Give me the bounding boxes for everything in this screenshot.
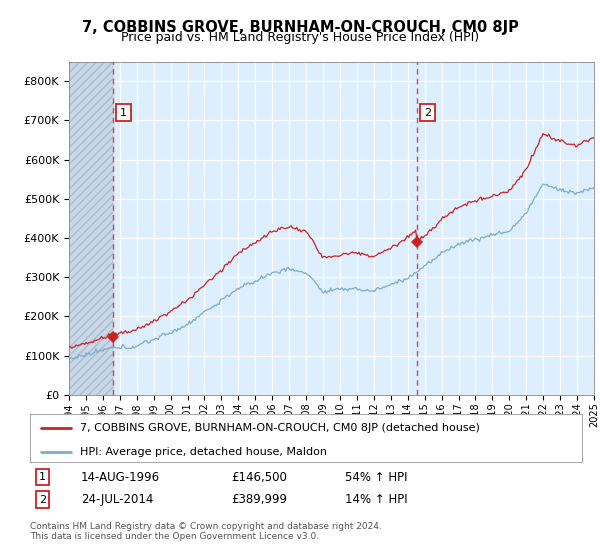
Text: £389,999: £389,999 [231, 493, 287, 506]
Text: Price paid vs. HM Land Registry's House Price Index (HPI): Price paid vs. HM Land Registry's House … [121, 31, 479, 44]
Bar [69, 62, 113, 395]
Text: HPI: Average price, detached house, Maldon: HPI: Average price, detached house, Mald… [80, 446, 326, 456]
Text: 2: 2 [424, 108, 431, 118]
Bar [69, 62, 113, 395]
Text: 7, COBBINS GROVE, BURNHAM-ON-CROUCH, CM0 8JP (detached house): 7, COBBINS GROVE, BURNHAM-ON-CROUCH, CM0… [80, 423, 479, 433]
Text: Contains HM Land Registry data © Crown copyright and database right 2024.
This d: Contains HM Land Registry data © Crown c… [30, 522, 382, 542]
Text: 14% ↑ HPI: 14% ↑ HPI [345, 493, 407, 506]
Text: £146,500: £146,500 [231, 470, 287, 484]
Text: 1: 1 [39, 472, 46, 482]
Text: 7, COBBINS GROVE, BURNHAM-ON-CROUCH, CM0 8JP: 7, COBBINS GROVE, BURNHAM-ON-CROUCH, CM0… [82, 20, 518, 35]
Text: 54% ↑ HPI: 54% ↑ HPI [345, 470, 407, 484]
Text: 2: 2 [39, 494, 46, 505]
Text: 14-AUG-1996: 14-AUG-1996 [81, 470, 160, 484]
Text: 1: 1 [120, 108, 127, 118]
Text: 24-JUL-2014: 24-JUL-2014 [81, 493, 154, 506]
